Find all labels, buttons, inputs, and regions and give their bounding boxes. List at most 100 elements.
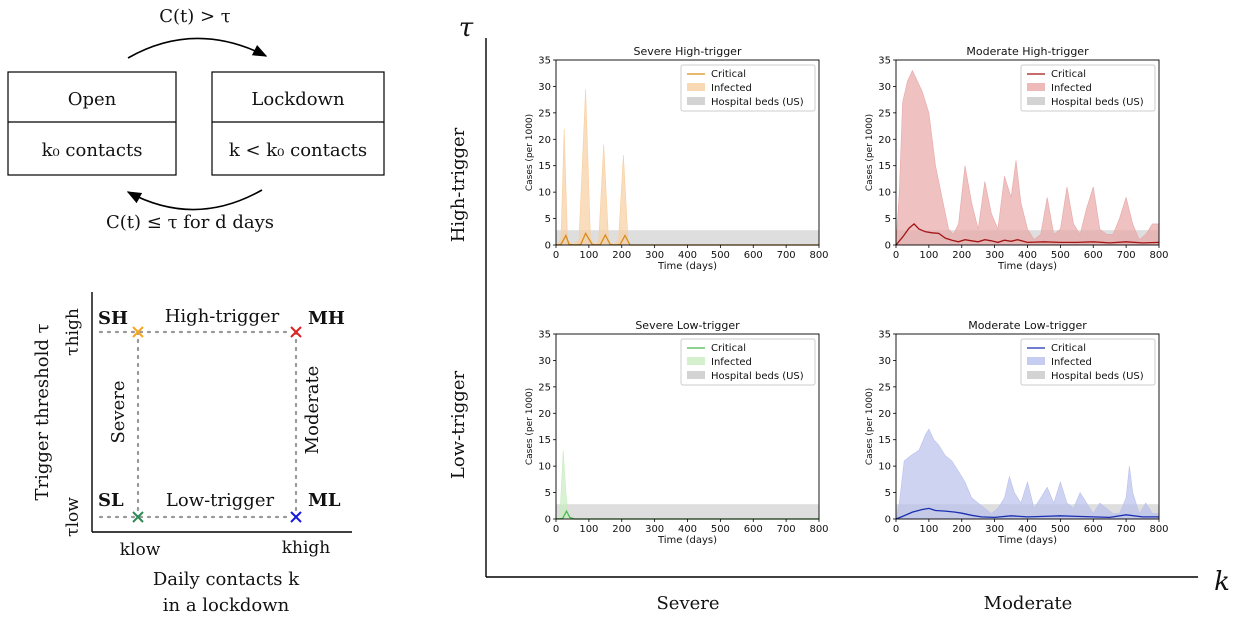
x-tick-label: 500 (711, 250, 730, 261)
x-tick-label: 0 (893, 250, 899, 261)
x-tick-label: 600 (1084, 250, 1103, 261)
y-tick-label: 20 (878, 135, 891, 146)
x-tick-label: 800 (1149, 524, 1168, 535)
x-tick-label: 700 (777, 524, 796, 535)
point-sl-marker (132, 511, 144, 523)
y-tick-label: 10 (538, 188, 551, 199)
legend: Critical Infected Hospital beds (US) (680, 338, 816, 386)
y-tick-label: 0 (885, 241, 891, 252)
x-axis-label: Time (days) (657, 261, 717, 272)
x-axis-label: Time (days) (997, 535, 1057, 546)
legend-infected-swatch (1027, 357, 1045, 365)
x-tick-label: 100 (579, 524, 598, 535)
x-tick-label: 0 (553, 524, 559, 535)
x-tick-label: 600 (744, 524, 763, 535)
x-tick-label: 300 (985, 524, 1004, 535)
point-mh-label: MH (308, 308, 345, 329)
infected-area (895, 69, 1160, 246)
legend: Critical Infected Hospital beds (US) (680, 64, 816, 112)
point-sh-label: SH (98, 308, 128, 329)
x-tick-label: 800 (1149, 250, 1168, 261)
severe-label: Severe (108, 380, 129, 443)
y-tick-label: 10 (878, 188, 891, 199)
subplot-title: Severe Low-trigger (635, 319, 740, 332)
flow-arrow-to-lockdown (127, 37, 268, 59)
legend-beds-swatch (687, 371, 705, 379)
legend-beds-swatch (687, 97, 705, 105)
open-contacts: k₀ contacts (42, 140, 143, 161)
lockdown-title: Lockdown (251, 89, 345, 110)
y-tick-label: 5 (545, 214, 551, 225)
scenario-x-label-line1: Daily contacts k (153, 569, 300, 590)
legend-beds-label: Hospital beds (US) (711, 97, 804, 108)
y-tick-label: 0 (545, 515, 551, 526)
y-tick-label: 25 (538, 382, 551, 393)
tau-low-tick: τlow (63, 497, 83, 537)
y-tick-label: 10 (538, 462, 551, 473)
hospital-beds-band (556, 230, 819, 245)
x-tick-label: 600 (744, 250, 763, 261)
y-tick-label: 15 (538, 161, 551, 172)
x-tick-label: 200 (612, 524, 631, 535)
y-tick-label: 10 (878, 462, 891, 473)
legend-beds-label: Hospital beds (US) (1051, 371, 1144, 382)
y-tick-label: 15 (878, 435, 891, 446)
legend-box (1020, 64, 1156, 112)
hospital-beds-band (556, 504, 819, 519)
y-tick-label: 0 (545, 241, 551, 252)
y-tick-label: 15 (538, 435, 551, 446)
y-tick-label: 20 (538, 135, 551, 146)
x-tick-label: 400 (1018, 250, 1037, 261)
low-trigger-label: Low-trigger (166, 490, 275, 511)
x-tick-label: 200 (612, 250, 631, 261)
x-tick-label: 200 (952, 250, 971, 261)
subplot-title: Severe High-trigger (634, 45, 742, 58)
y-tick-label: 30 (538, 356, 551, 367)
y-tick-label: 5 (545, 488, 551, 499)
y-tick-label: 20 (538, 409, 551, 420)
y-axis-label: Cases (per 1000) (865, 114, 875, 191)
col-severe-label: Severe (656, 593, 719, 614)
x-tick-label: 100 (919, 250, 938, 261)
infected-area (555, 89, 819, 246)
y-tick-label: 35 (878, 330, 891, 341)
row-high-trigger-label: High-trigger (448, 127, 469, 242)
legend-box (680, 338, 816, 386)
x-tick-label: 400 (1018, 524, 1037, 535)
x-tick-label: 100 (579, 250, 598, 261)
legend: Critical Infected Hospital beds (US) (1020, 338, 1156, 386)
open-box (7, 71, 177, 176)
y-axis-label: Cases (per 1000) (865, 388, 875, 465)
x-tick-label: 700 (1117, 250, 1136, 261)
legend-box (680, 64, 816, 112)
scenario-marks (132, 326, 302, 523)
x-tick-label: 700 (777, 250, 796, 261)
row-low-trigger-label: Low-trigger (448, 371, 469, 480)
subplot-title: Moderate Low-trigger (968, 319, 1087, 332)
x-tick-label: 700 (1117, 524, 1136, 535)
y-axis-label: Cases (per 1000) (525, 114, 535, 191)
x-tick-label: 200 (952, 524, 971, 535)
flow-arrow-to-open (126, 189, 263, 211)
legend-beds-swatch (1027, 371, 1045, 379)
y-tick-label: 35 (538, 56, 551, 67)
x-tick-label: 0 (893, 524, 899, 535)
x-tick-label: 300 (645, 250, 664, 261)
y-tick-label: 30 (878, 82, 891, 93)
y-tick-label: 0 (885, 515, 891, 526)
legend-infected-label: Infected (1051, 357, 1092, 368)
flow-arrow-bottom-label: C(t) ≤ τ for d days (106, 212, 274, 233)
x-axis-label: Time (days) (997, 261, 1057, 272)
high-trigger-label: High-trigger (165, 306, 280, 327)
critical-line (895, 507, 1159, 520)
col-moderate-label: Moderate (984, 593, 1073, 614)
moderate-label: Moderate (302, 366, 323, 455)
legend-beds-swatch (1027, 97, 1045, 105)
legend-box (1020, 338, 1156, 386)
legend-critical-label: Critical (1051, 69, 1086, 80)
y-tick-label: 25 (878, 382, 891, 393)
x-tick-label: 800 (809, 524, 828, 535)
legend-beds-label: Hospital beds (US) (711, 371, 804, 382)
